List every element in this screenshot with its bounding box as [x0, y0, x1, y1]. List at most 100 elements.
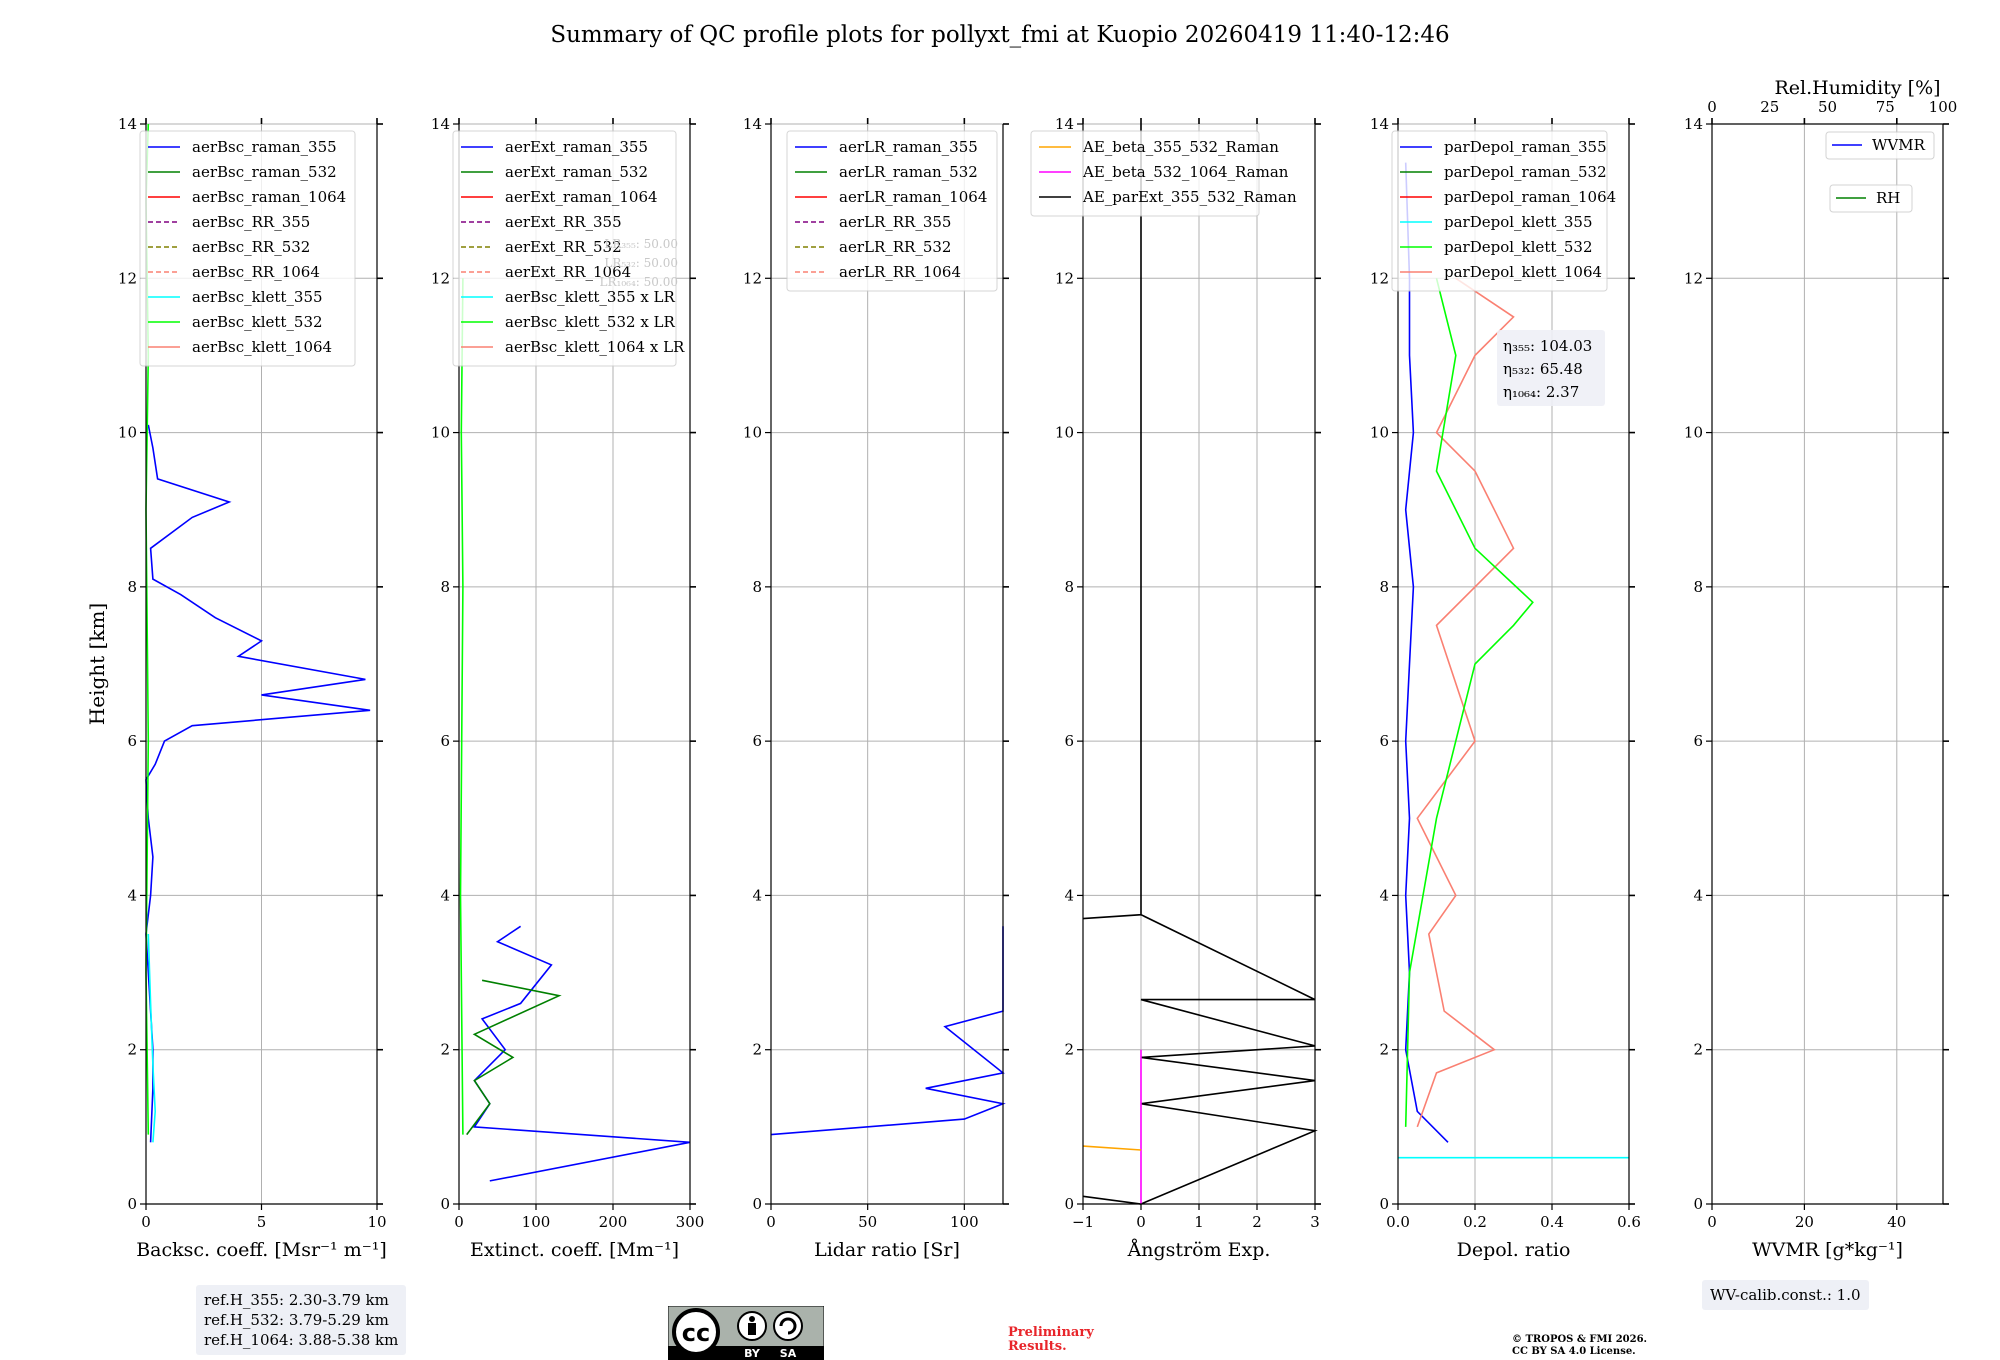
legend-label: aerLR_RR_1064 [839, 263, 961, 281]
reference-heights-box: ref.H_355: 2.30-3.79 km ref.H_532: 3.79-… [196, 1285, 407, 1355]
series-aerBsc_klett_355 [147, 933, 157, 1143]
legend-label: aerLR_raman_355 [839, 138, 978, 156]
xtick-label: 300 [676, 1213, 705, 1231]
legend-box [1391, 130, 1608, 292]
copyright-line-1: © TROPOS & FMI 2026. [1512, 1334, 1648, 1345]
eta-value: η₁₀₆₄: 2.37 [1503, 383, 1579, 401]
xtick-label: 1 [1194, 1213, 1204, 1231]
legend-box [1829, 184, 1913, 213]
cc-by-sa-license-badge: cc BY SA [668, 1306, 824, 1360]
cc-logo-text: cc [682, 1319, 710, 1347]
ytick-label: 6 [1693, 732, 1703, 750]
xtick-label: 0 [454, 1213, 464, 1231]
xtick-label: 200 [599, 1213, 628, 1231]
series-aerBsc_klett_532 x LR [459, 278, 464, 1135]
figure-title: Summary of QC profile plots for pollyxt_… [550, 22, 1450, 48]
top-xtick-label: 75 [1876, 98, 1895, 116]
legend-label: aerBsc_klett_1064 x LR [505, 338, 685, 356]
series-parDepol_raman_355 [1404, 162, 1449, 1143]
x-axis-label: Depol. ratio [1457, 1239, 1571, 1261]
ytick-label: 12 [1370, 269, 1389, 287]
xtick-label: 0 [1707, 1213, 1717, 1231]
legend-label: aerBsc_klett_355 [192, 288, 323, 306]
ytick-label: 2 [1693, 1041, 1703, 1059]
top-xtick-label: 25 [1760, 98, 1779, 116]
legend-box [452, 130, 677, 367]
ytick-label: 4 [752, 886, 762, 904]
legend-label: aerExt_RR_1064 [505, 263, 631, 281]
ytick-label: 14 [431, 115, 450, 133]
ytick-label: 8 [1379, 578, 1389, 596]
series-AE_beta_355_532_Raman [1082, 1145, 1142, 1151]
ytick-label: 8 [127, 578, 137, 596]
ytick-label: 12 [1055, 269, 1074, 287]
legend-label: aerLR_RR_355 [839, 213, 951, 231]
ytick-label: 0 [1064, 1195, 1074, 1213]
legend-label: parDepol_raman_355 [1444, 138, 1607, 156]
legend-label: aerExt_raman_1064 [505, 188, 658, 206]
lr-annotation: LR₅₃₂: 50.00 [604, 256, 678, 270]
legend-label: aerBsc_raman_355 [192, 138, 337, 156]
ytick-label: 14 [118, 115, 137, 133]
ytick-label: 10 [1370, 424, 1389, 442]
series-parDepol_klett_1064 [1416, 277, 1515, 1128]
legend-label: aerLR_raman_1064 [839, 188, 987, 206]
legend-label: aerBsc_RR_1064 [192, 263, 320, 281]
xtick-label: −1 [1072, 1213, 1094, 1231]
wv-calib-text: WV-calib.const.: 1.0 [1710, 1286, 1861, 1304]
panel-bsc: 0 2 4 6 8 10 12 14 0 5 10 Backsc. coeff. [Msr⁻¹ m⁻¹… [85, 115, 387, 1261]
panel-lr: 0 2 4 6 8 10 12 14 0 50 100 Lidar ratio [Sr] aerLR_r… [743, 115, 1009, 1261]
legend-label: parDepol_klett_1064 [1444, 263, 1602, 281]
ytick-label: 10 [1055, 424, 1074, 442]
cc-logo-icon [672, 1308, 720, 1356]
xtick-label: 50 [858, 1213, 877, 1231]
legend-box [1030, 130, 1260, 217]
ytick-label: 6 [752, 732, 762, 750]
eta-value: η₅₃₂: 65.48 [1503, 360, 1583, 378]
preliminary-line-1: Preliminary [1008, 1325, 1094, 1340]
ref-height-532: ref.H_532: 3.79-5.29 km [204, 1311, 389, 1329]
ref-height-355: ref.H_355: 2.30-3.79 km [204, 1291, 389, 1309]
xtick-label: 40 [1887, 1213, 1906, 1231]
legend-label: AE_beta_355_532_Raman [1082, 138, 1279, 156]
ref-height-1064: ref.H_1064: 3.88-5.38 km [204, 1331, 399, 1349]
legend-label: parDepol_klett_532 [1444, 238, 1593, 256]
ytick-label: 4 [127, 886, 137, 904]
legend-label: WVMR [1872, 136, 1926, 154]
series-aerLR_raman_355 [770, 926, 1006, 1136]
xtick-label: 5 [257, 1213, 267, 1231]
copyright-line-2: CC BY SA 4.0 License. [1512, 1346, 1636, 1357]
ytick-label: 2 [127, 1041, 137, 1059]
legend-label: aerBsc_klett_355 x LR [505, 288, 676, 306]
ytick-label: 12 [743, 269, 762, 287]
copyright-note: © TROPOS & FMI 2026. CC BY SA 4.0 Licens… [1512, 1334, 1647, 1358]
xtick-label: 0 [1136, 1213, 1146, 1231]
ytick-label: 6 [440, 732, 450, 750]
legend-label: aerBsc_RR_532 [192, 238, 310, 256]
xtick-label: 0 [766, 1213, 776, 1231]
xtick-label: 0.0 [1386, 1213, 1410, 1231]
legend-label: aerExt_RR_532 [505, 238, 622, 256]
legend-label: aerBsc_klett_532 [192, 313, 323, 331]
legend-label: aerLR_RR_532 [839, 238, 951, 256]
ytick-label: 4 [440, 886, 450, 904]
xtick-label: 0.2 [1463, 1213, 1487, 1231]
legend-label: aerExt_RR_355 [505, 213, 622, 231]
legend-box [139, 130, 356, 367]
ytick-label: 14 [1370, 115, 1389, 133]
x-axis-label: Backsc. coeff. [Msr⁻¹ m⁻¹] [136, 1239, 387, 1261]
lr-annotation: LR₃₅₅: 50.00 [604, 237, 678, 251]
top-xtick-label: 50 [1818, 98, 1837, 116]
ytick-label: 14 [1684, 115, 1703, 133]
preliminary-line-2: Results. [1008, 1339, 1067, 1354]
ytick-label: 14 [1055, 115, 1074, 133]
top-xtick-label: 100 [1929, 98, 1958, 116]
ytick-label: 8 [1064, 578, 1074, 596]
legend-label: aerExt_raman_355 [505, 138, 648, 156]
ytick-label: 0 [752, 1195, 762, 1213]
ytick-label: 6 [127, 732, 137, 750]
eta-box [1497, 330, 1605, 406]
ytick-label: 0 [1379, 1195, 1389, 1213]
